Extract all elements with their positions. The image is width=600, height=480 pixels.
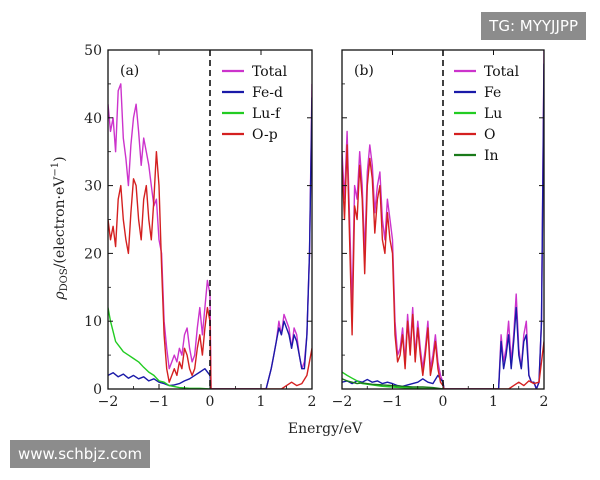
legend: Total Fe-d Lu-f O-p — [222, 64, 288, 143]
legend-label-total: Total — [252, 64, 288, 80]
legend-label-total: Total — [484, 64, 520, 80]
x-axis-title: Energy/eV — [288, 421, 363, 437]
legend-label-in: In — [484, 148, 499, 164]
x-tick-label: −1 — [149, 394, 170, 410]
x-tick-label: −2 — [98, 394, 119, 410]
x-tick-label: −1 — [382, 394, 403, 410]
watermark-bottom: www.schbjz.com — [10, 440, 151, 468]
y-tick-label: 30 — [84, 179, 102, 195]
panel-label: (b) — [354, 63, 374, 79]
series-total-line — [108, 83, 312, 389]
x-tick-label: 0 — [206, 394, 215, 410]
x-tick-label: 1 — [489, 394, 498, 410]
x-tick-label: 1 — [257, 394, 266, 410]
panel-label: (a) — [120, 63, 139, 79]
y-tick-label: 0 — [93, 382, 102, 398]
legend-label-fe-d: Fe-d — [252, 85, 283, 101]
watermark-top: TG: MYYJJPP — [481, 12, 586, 40]
x-tick-label: −2 — [332, 394, 353, 410]
y-axis-title: ρDOS/(electron·eV−1) — [50, 156, 70, 300]
legend-label-lu: Lu — [484, 106, 502, 122]
legend: Total Fe Lu O In — [454, 64, 520, 164]
y-tick-label: 20 — [84, 246, 102, 262]
series-in-line — [342, 378, 444, 389]
x-tick-label: 2 — [308, 394, 317, 410]
series-fe-d-line — [108, 97, 312, 389]
y-tick-label: 40 — [84, 111, 102, 127]
legend-label-lu-f: Lu-f — [252, 106, 282, 122]
panel-b: −2 −1 0 1 2 (b) Total Fe Lu O In — [332, 49, 549, 410]
x-tick-label: 2 — [540, 394, 549, 410]
series-lu-f-line — [108, 307, 211, 389]
legend-label-o-p: O-p — [252, 127, 278, 143]
y-tick-label: 50 — [84, 43, 102, 59]
x-tick-label: 0 — [439, 394, 448, 410]
legend-label-fe: Fe — [484, 85, 501, 101]
y-tick-label: 10 — [84, 314, 102, 330]
legend-label-o: O — [484, 127, 495, 143]
